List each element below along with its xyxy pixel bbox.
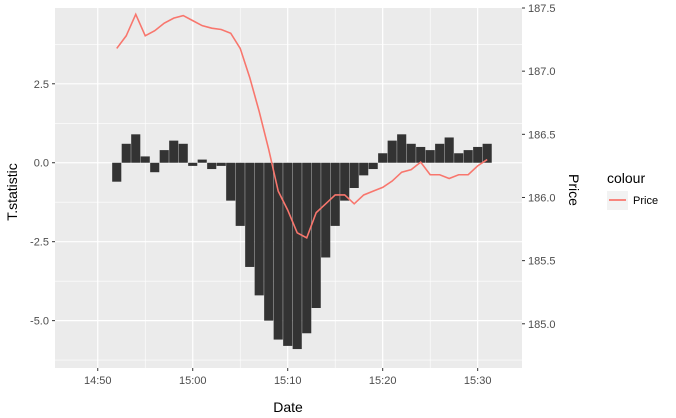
bar — [121, 143, 131, 163]
bar — [140, 156, 150, 163]
y2-axis-title: Price — [566, 174, 582, 206]
x-axis-ticks: 14:50 15:00 15:10 15:20 15:30 — [84, 368, 491, 387]
bar — [425, 150, 435, 163]
bar — [273, 162, 283, 340]
bar — [131, 134, 141, 163]
bar — [406, 143, 416, 163]
x-tick-label: 15:10 — [274, 375, 302, 387]
bar — [188, 162, 198, 166]
price-line — [116, 12, 488, 240]
bar — [349, 162, 359, 188]
bar — [216, 162, 226, 166]
y2-tick-label: 186.0 — [528, 192, 556, 204]
bar — [235, 162, 245, 226]
bar — [292, 162, 302, 350]
bar — [454, 153, 464, 163]
x-tick-label: 14:50 — [84, 375, 112, 387]
left-axis-ticks: -5.0 -2.5 0.0 2.5 — [30, 79, 55, 328]
bar — [368, 162, 378, 170]
bar — [463, 150, 473, 163]
bar — [482, 143, 492, 163]
y-tick-label: 2.5 — [34, 79, 49, 91]
bar — [283, 162, 293, 346]
y2-tick-label: 185.0 — [528, 319, 556, 331]
bar — [302, 162, 312, 334]
bar — [245, 162, 255, 267]
bar — [359, 162, 369, 176]
bar — [397, 134, 407, 163]
y2-tick-label: 185.5 — [528, 256, 556, 268]
x-tick-label: 15:30 — [464, 375, 492, 387]
x-tick-label: 15:20 — [369, 375, 397, 387]
bar — [444, 137, 454, 163]
y-tick-label: 0.0 — [34, 158, 49, 170]
legend-title: colour — [607, 170, 645, 186]
bar — [387, 140, 397, 163]
bar — [340, 162, 350, 201]
right-axis-ticks: 185.0 185.5 186.0 186.5 187.0 187.5 — [522, 3, 556, 331]
y2-tick-label: 187.5 — [528, 3, 556, 15]
legend: colour Price — [607, 170, 658, 210]
bar — [378, 153, 388, 163]
bar — [321, 162, 331, 258]
bar — [311, 162, 321, 308]
bar — [112, 162, 122, 182]
y2-tick-label: 187.0 — [528, 66, 556, 78]
bar — [254, 162, 264, 296]
bar — [197, 159, 207, 163]
bar — [178, 143, 188, 163]
bar — [207, 162, 217, 170]
bar — [473, 146, 483, 163]
y-tick-label: -5.0 — [30, 316, 49, 328]
bar — [169, 140, 179, 163]
legend-label-price: Price — [633, 195, 658, 207]
x-axis-title: Date — [273, 399, 303, 415]
y-axis-title: T.statistic — [4, 163, 20, 221]
y-tick-label: -2.5 — [30, 237, 49, 249]
bar — [416, 146, 426, 163]
x-tick-label: 15:00 — [179, 375, 207, 387]
bar — [226, 162, 236, 201]
bar — [159, 150, 169, 163]
bar — [264, 162, 274, 321]
bar — [150, 162, 160, 173]
y2-tick-label: 186.5 — [528, 129, 556, 141]
bar — [435, 143, 445, 163]
